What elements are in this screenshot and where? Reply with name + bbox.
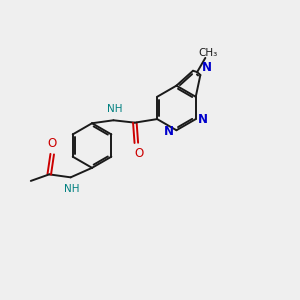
Text: N: N [202, 61, 212, 74]
Text: NH: NH [107, 104, 122, 114]
Text: O: O [134, 147, 143, 160]
Text: O: O [48, 137, 57, 150]
Text: N: N [164, 124, 174, 138]
Text: NH: NH [64, 184, 80, 194]
Text: N: N [198, 113, 208, 127]
Text: CH₃: CH₃ [198, 48, 218, 58]
